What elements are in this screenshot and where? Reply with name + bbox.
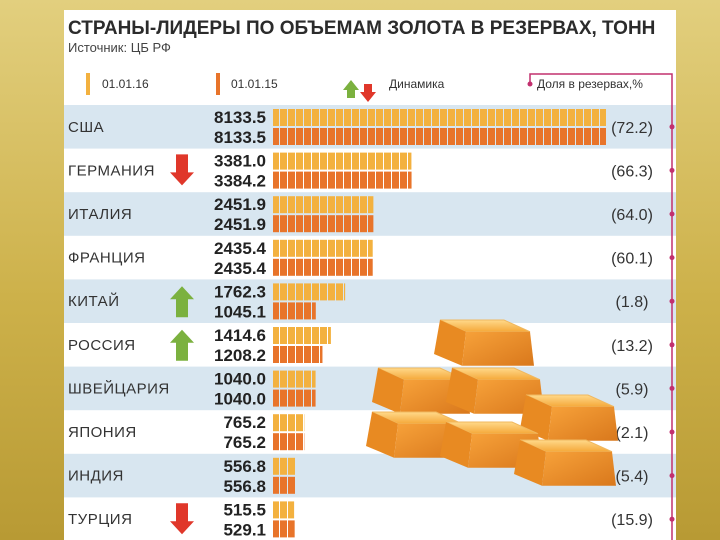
value-label-2015: 2451.9: [214, 215, 266, 234]
category-label: ГЕРМАНИЯ: [68, 162, 155, 179]
bar-2015: [273, 346, 323, 363]
bar-2015: [273, 389, 316, 407]
value-label-2015: 1040.0: [214, 390, 266, 409]
legend-swatch-2015: [216, 73, 220, 95]
legend-swatch-2016: [86, 73, 90, 95]
bar-2016: [273, 457, 296, 475]
chart-card: СТРАНЫ-ЛИДЕРЫ ПО ОБЪЕМАМ ЗОЛОТА В РЕЗЕРВ…: [64, 10, 676, 540]
category-label: ТУРЦИЯ: [68, 511, 132, 528]
share-line: [529, 73, 673, 540]
share-dot: [669, 342, 675, 348]
value-label-2016: 556.8: [223, 457, 266, 476]
value-label-2016: 515.5: [223, 500, 266, 519]
value-label-2015: 529.1: [223, 520, 266, 539]
bar-2015: [273, 433, 305, 451]
gold-bar-side: [440, 422, 472, 468]
share-label: (72.2): [611, 120, 653, 137]
chart-svg: СТРАНЫ-ЛИДЕРЫ ПО ОБЪЕМАМ ЗОЛОТА В РЕЗЕРВ…: [64, 18, 676, 540]
bar-2015: [273, 215, 374, 233]
arrow-down-icon: [170, 503, 194, 535]
value-label-2015: 1045.1: [214, 302, 266, 321]
share-dot: [669, 167, 675, 173]
arrow-up-icon: [170, 286, 194, 318]
share-dot: [669, 211, 675, 217]
gold-bar-front: [542, 451, 616, 486]
bar-2016: [273, 327, 331, 344]
share-dot: [669, 124, 675, 130]
value-label-2016: 2435.4: [214, 239, 267, 258]
arrow-down-icon: [170, 154, 194, 186]
bar-2016: [273, 196, 374, 214]
value-label-2016: 765.2: [223, 413, 266, 432]
value-label-2015: 765.2: [223, 433, 266, 452]
bar-2015: [273, 128, 606, 145]
share-label: (60.1): [611, 251, 653, 268]
legend-dynamics-label: Динамика: [389, 77, 445, 91]
value-label-2015: 556.8: [223, 477, 266, 496]
category-label: ШВЕЙЦАРИЯ: [68, 379, 170, 397]
category-label: ИНДИЯ: [68, 468, 124, 485]
share-dot: [669, 516, 675, 522]
category-label: ЯПОНИЯ: [68, 424, 137, 441]
category-label: КИТАЙ: [68, 292, 119, 310]
share-dot: [669, 429, 675, 435]
value-label-2016: 1040.0: [214, 370, 266, 389]
share-label: (66.3): [611, 163, 653, 180]
value-label-2015: 3384.2: [214, 172, 266, 191]
legend-label-2015: 01.01.15: [231, 77, 278, 91]
gold-bar-low-right: [514, 439, 616, 486]
category-label: ФРАНЦИЯ: [68, 250, 145, 267]
gold-bar-side: [446, 368, 478, 414]
gold-bar-top-ingot: [434, 319, 534, 366]
bar-2015: [273, 258, 373, 276]
legend-share-label: Доля в резервах,%: [537, 77, 643, 91]
value-label-2016: 1414.6: [214, 326, 266, 345]
gold-bar-front: [548, 406, 618, 441]
share-label: (5.9): [616, 381, 649, 398]
legend-label-2016: 01.01.16: [102, 77, 149, 91]
value-label-2016: 1762.3: [214, 282, 266, 301]
value-label-2016: 2451.9: [214, 195, 266, 214]
bar-2015: [273, 476, 296, 494]
bar-2016: [273, 501, 295, 519]
bar-2016: [273, 239, 373, 257]
share-label: (15.9): [611, 512, 653, 529]
share-dot: [669, 385, 675, 391]
category-label: ИТАЛИЯ: [68, 206, 132, 223]
arrow-up-icon: [170, 329, 194, 361]
share-label: (2.1): [616, 425, 649, 442]
value-label-2015: 2435.4: [214, 259, 267, 278]
bar-2015: [273, 520, 295, 538]
value-label-2015: 8133.5: [214, 128, 266, 147]
share-dot: [669, 255, 675, 261]
share-dot: [669, 298, 675, 304]
bar-2016: [273, 152, 412, 170]
share-label: (64.0): [611, 207, 653, 224]
gold-bar-side: [366, 412, 398, 458]
category-label: США: [68, 119, 104, 136]
gold-bar-side: [372, 368, 404, 414]
bar-2015: [273, 171, 412, 189]
legend-arrow-up-icon: [343, 80, 359, 98]
bar-2016: [273, 109, 606, 126]
value-label-2016: 3381.0: [214, 152, 266, 171]
gold-bar-side: [514, 440, 546, 486]
bar-2016: [273, 283, 346, 301]
value-label-2016: 8133.5: [214, 108, 266, 127]
bar-2016: [273, 370, 316, 388]
value-label-2015: 1208.2: [214, 346, 266, 365]
share-dot: [669, 473, 675, 479]
share-label: (5.4): [616, 469, 649, 486]
gold-bar-front: [462, 331, 534, 366]
bar-2015: [273, 302, 316, 320]
gold-bar-side: [434, 320, 466, 366]
legend-arrow-down-icon: [360, 84, 376, 102]
share-label: (13.2): [611, 338, 653, 355]
chart-source: Источник: ЦБ РФ: [68, 40, 171, 55]
share-label: (1.8): [616, 294, 649, 311]
category-label: РОССИЯ: [68, 337, 136, 354]
row-stripe: [64, 279, 676, 323]
chart-title: СТРАНЫ-ЛИДЕРЫ ПО ОБЪЕМАМ ЗОЛОТА В РЕЗЕРВ…: [68, 18, 655, 39]
bar-2016: [273, 414, 305, 432]
